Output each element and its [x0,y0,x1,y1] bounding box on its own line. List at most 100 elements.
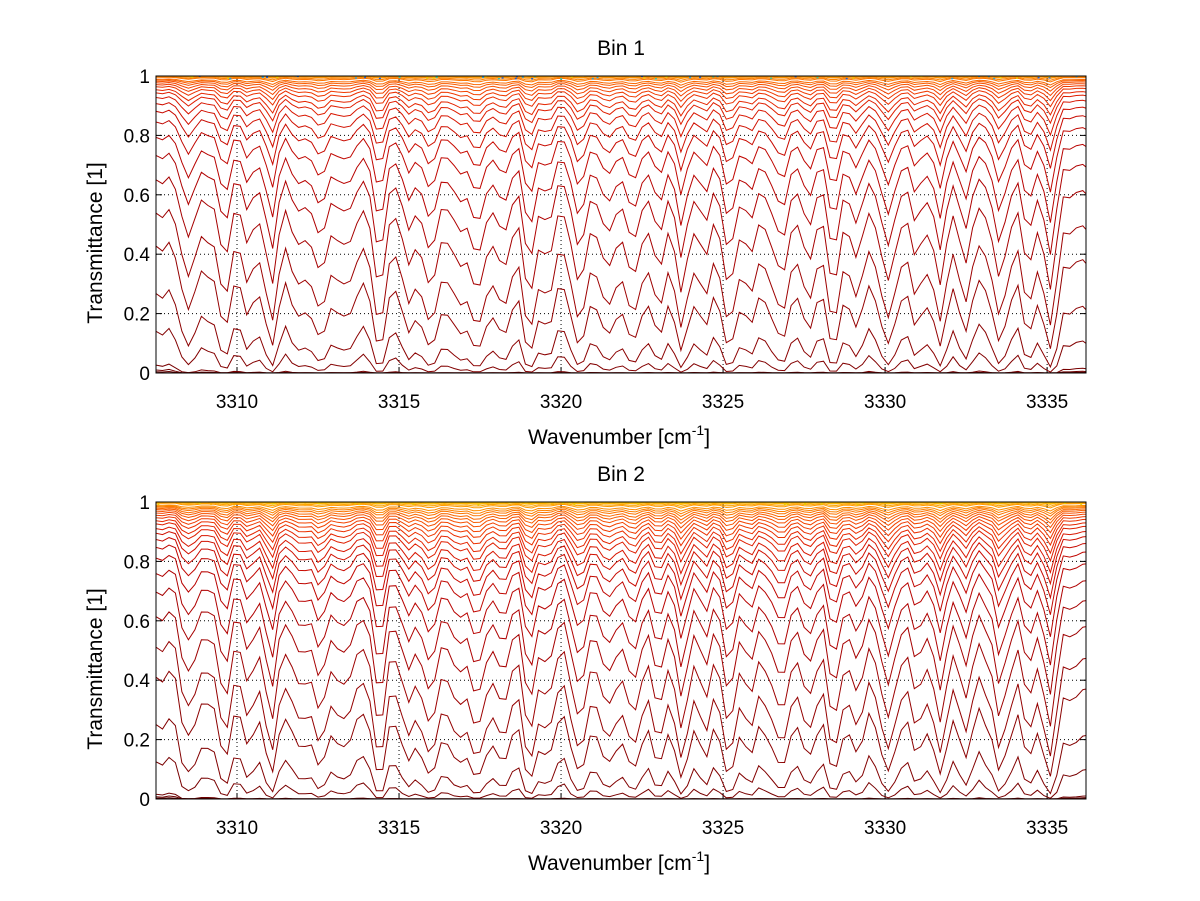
series-line [156,507,1086,521]
series-point [641,76,643,78]
plot-frame [155,75,1087,374]
series-point [794,76,797,78]
series-line [156,531,1086,587]
x-tick-label: 3315 [378,392,420,413]
series-point [484,76,487,78]
series-line [156,522,1086,564]
series-line [156,76,1086,80]
x-tick-labels: 3310 3315 3320 3325 3330 3335 [216,818,1068,839]
x-axis-label-text: Wavenumber [cm [528,852,692,875]
series-line [156,96,1086,138]
series-line [156,569,1086,668]
series-point [654,77,657,80]
series-line [156,76,1086,81]
series-point [940,502,943,505]
series-point [208,502,210,504]
series-point [229,77,232,80]
series-point [391,502,394,504]
series-line [156,513,1086,540]
chart-bin-1: Bin 1 3310 3315 3320 3325 3330 3335 0 0.2 0.4 0.… [84,37,1087,449]
series-point [1075,76,1078,78]
series-point [353,502,356,504]
x-tick-label: 3325 [702,818,744,839]
series-point [573,503,576,505]
x-axis-label-superscript: -1 [692,848,705,864]
series-line [156,611,1086,729]
series-point [804,503,806,505]
series-point [378,77,381,80]
series-point [987,76,990,78]
y-tick-label: 0 [139,364,150,385]
x-axis-label-text: Wavenumber [cm [528,426,692,449]
series-point [304,503,307,506]
series-line [156,756,1086,799]
y-tick-labels: 0 0.2 0.4 0.6 0.8 1 [124,67,151,385]
series-point [712,76,715,78]
series-line [156,544,1086,617]
series-line [156,208,1086,328]
series-point [191,76,194,78]
x-tick-label: 3315 [378,818,420,839]
series-point [951,77,954,80]
x-tick-label: 3335 [1026,818,1068,839]
series-line [156,511,1086,534]
series-point [568,502,571,504]
series-line [156,519,1086,555]
series-point [845,77,848,80]
plot-frame [155,501,1087,800]
series-line [156,554,1086,639]
y-tick-label: 0 [139,790,150,811]
x-tick-label: 3325 [702,392,744,413]
y-tick-label: 0.2 [124,305,150,326]
series-point [195,502,198,504]
series-line [156,363,1086,373]
y-tick-label: 0.8 [124,552,150,573]
series-point [816,76,819,79]
y-tick-label: 0.4 [124,671,151,692]
series-line [156,506,1086,518]
series-line [156,510,1086,529]
series-point [852,77,855,79]
y-axis-label: Transmittance [1] [84,162,107,323]
series-point [552,503,555,506]
series-point [521,76,524,78]
y-tick-labels: 0 0.2 0.4 0.6 0.8 1 [124,493,151,811]
x-tick-label: 3320 [540,392,582,413]
series-point [435,76,438,78]
series-point [432,77,435,79]
series-point [783,503,786,506]
series-point [570,76,573,78]
series-line [156,152,1086,258]
series-point [608,502,611,504]
x-axis-label-superscript: -1 [692,422,705,438]
series-point [920,76,923,78]
x-axis-label-bracket: ] [704,852,710,875]
x-axis-label: Wavenumber [cm-1] [528,848,710,875]
y-axis-label: Transmittance [1] [84,588,107,749]
series-point [358,503,361,506]
series-point [157,503,160,505]
series-line [156,502,1086,506]
y-tick-label: 0.8 [124,126,150,147]
series-line [156,327,1086,373]
x-tick-label: 3320 [540,818,582,839]
series-point [508,502,510,504]
series-line [156,526,1086,575]
series-point [716,76,719,78]
x-tick-label: 3335 [1026,392,1068,413]
y-tick-label: 0.6 [124,186,150,207]
series-point [534,76,537,78]
x-tick-label: 3310 [216,818,258,839]
chart-title: Bin 2 [597,463,645,486]
series-point [445,502,448,504]
series-point [285,502,288,504]
series-point [477,503,480,506]
series-point [665,76,668,78]
series-line [156,80,1086,93]
series-point [514,77,517,80]
series-point [636,502,639,505]
series-line [156,670,1086,780]
series-point [1048,76,1051,78]
series-point [227,77,229,79]
series-point [993,77,996,80]
